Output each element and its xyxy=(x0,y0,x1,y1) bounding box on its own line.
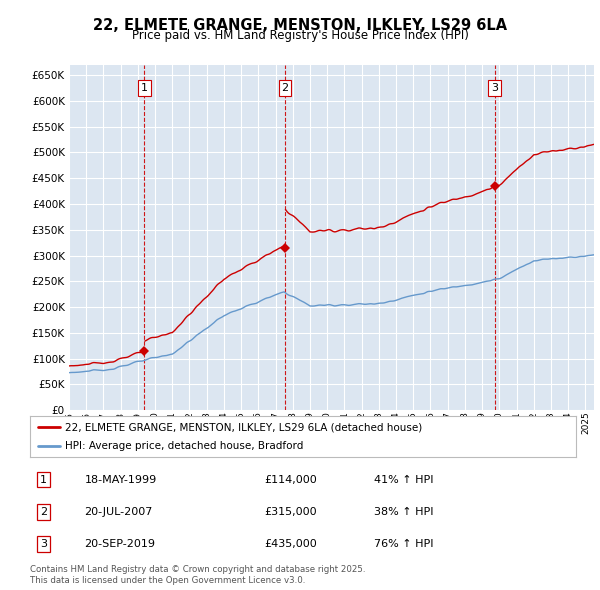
Text: 3: 3 xyxy=(40,539,47,549)
Text: 22, ELMETE GRANGE, MENSTON, ILKLEY, LS29 6LA (detached house): 22, ELMETE GRANGE, MENSTON, ILKLEY, LS29… xyxy=(65,422,423,432)
Text: 2: 2 xyxy=(281,83,289,93)
Text: HPI: Average price, detached house, Bradford: HPI: Average price, detached house, Brad… xyxy=(65,441,304,451)
Text: 1: 1 xyxy=(141,83,148,93)
Text: 41% ↑ HPI: 41% ↑ HPI xyxy=(374,475,433,484)
Text: 2: 2 xyxy=(40,507,47,517)
Text: £435,000: £435,000 xyxy=(265,539,317,549)
Text: £315,000: £315,000 xyxy=(265,507,317,517)
Text: £114,000: £114,000 xyxy=(265,475,317,484)
Text: 76% ↑ HPI: 76% ↑ HPI xyxy=(374,539,433,549)
Text: 38% ↑ HPI: 38% ↑ HPI xyxy=(374,507,433,517)
Text: Price paid vs. HM Land Registry's House Price Index (HPI): Price paid vs. HM Land Registry's House … xyxy=(131,30,469,42)
Text: 3: 3 xyxy=(491,83,498,93)
Text: Contains HM Land Registry data © Crown copyright and database right 2025.
This d: Contains HM Land Registry data © Crown c… xyxy=(30,565,365,585)
Text: 20-SEP-2019: 20-SEP-2019 xyxy=(85,539,155,549)
Text: 22, ELMETE GRANGE, MENSTON, ILKLEY, LS29 6LA: 22, ELMETE GRANGE, MENSTON, ILKLEY, LS29… xyxy=(93,18,507,32)
Text: 18-MAY-1999: 18-MAY-1999 xyxy=(85,475,157,484)
Text: 1: 1 xyxy=(40,475,47,484)
Text: 20-JUL-2007: 20-JUL-2007 xyxy=(85,507,153,517)
